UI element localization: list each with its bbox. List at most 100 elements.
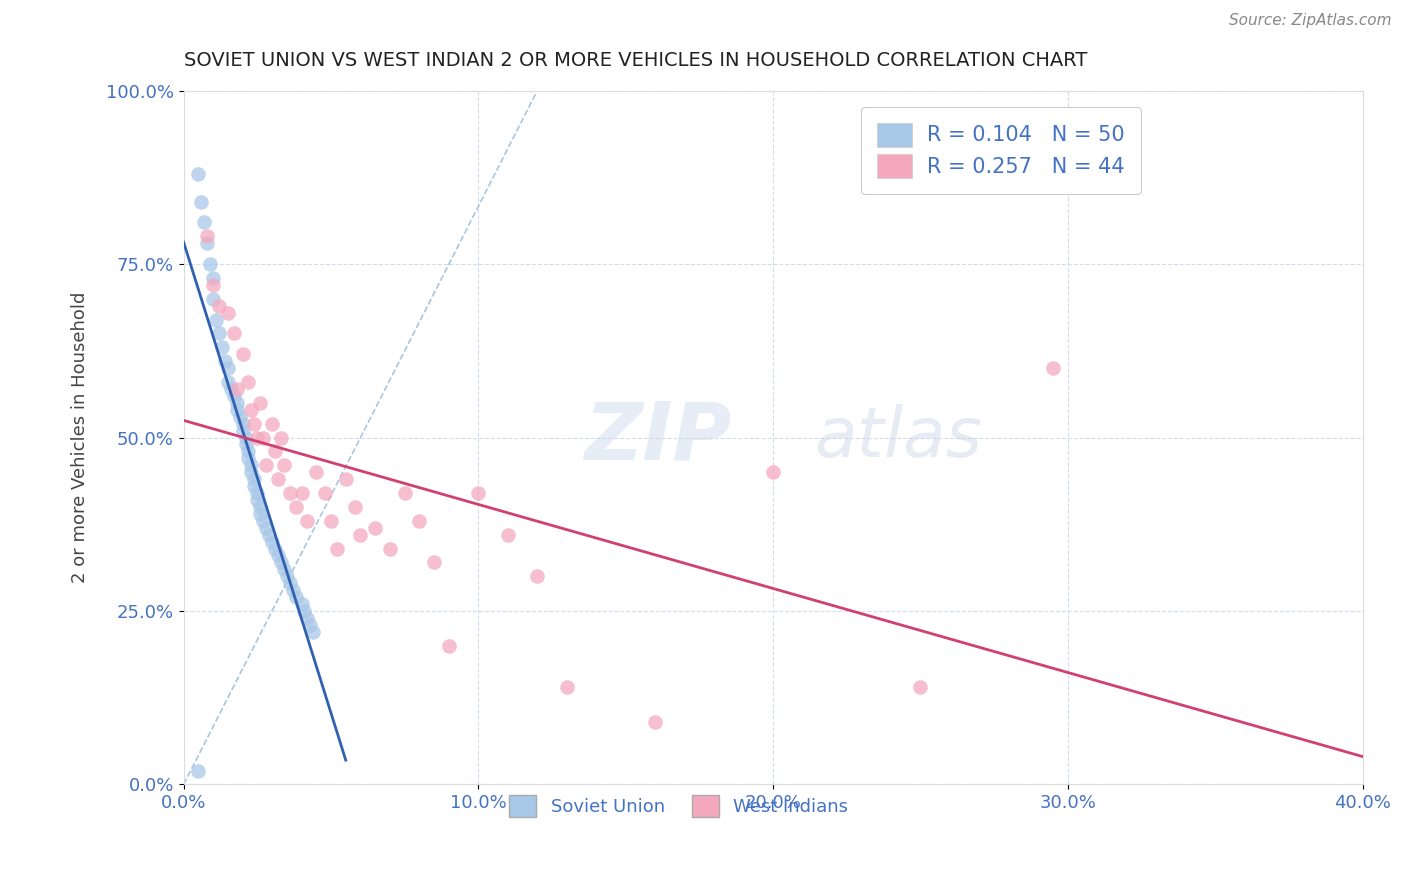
Point <box>202 277 225 292</box>
Point <box>238 451 260 466</box>
Point <box>526 569 548 583</box>
Point <box>190 194 212 209</box>
Point <box>305 465 328 479</box>
Point <box>222 326 245 341</box>
Point <box>319 514 342 528</box>
Point <box>437 639 460 653</box>
Point <box>910 681 932 695</box>
Point <box>211 340 233 354</box>
Point <box>208 299 231 313</box>
Point <box>364 521 387 535</box>
Point <box>257 527 280 541</box>
Point <box>238 375 260 389</box>
Text: SOVIET UNION VS WEST INDIAN 2 OR MORE VEHICLES IN HOUSEHOLD CORRELATION CHART: SOVIET UNION VS WEST INDIAN 2 OR MORE VE… <box>184 51 1087 70</box>
Point <box>260 534 283 549</box>
Point <box>195 229 218 244</box>
Legend: Soviet Union, West Indians: Soviet Union, West Indians <box>502 788 856 824</box>
Point <box>314 486 336 500</box>
Point <box>232 417 254 431</box>
Point <box>467 486 489 500</box>
Point <box>225 382 247 396</box>
Point <box>222 389 245 403</box>
Text: ZIP: ZIP <box>585 399 733 476</box>
Point <box>349 527 371 541</box>
Point <box>267 472 290 486</box>
Point <box>1042 361 1064 376</box>
Point <box>273 562 295 576</box>
Point <box>198 257 221 271</box>
Point <box>249 396 271 410</box>
Point <box>260 417 283 431</box>
Point <box>240 402 263 417</box>
Point <box>217 306 239 320</box>
Point <box>254 521 277 535</box>
Point <box>219 382 242 396</box>
Point <box>193 215 215 229</box>
Point <box>249 500 271 514</box>
Point <box>278 576 301 591</box>
Point <box>202 292 225 306</box>
Y-axis label: 2 or more Vehicles in Household: 2 or more Vehicles in Household <box>72 292 89 583</box>
Point <box>240 458 263 473</box>
Point <box>243 417 266 431</box>
Point <box>187 764 209 778</box>
Point <box>217 361 239 376</box>
Point <box>208 326 231 341</box>
Point <box>243 472 266 486</box>
Text: atlas: atlas <box>814 404 983 471</box>
Point <box>284 590 307 604</box>
Point <box>284 500 307 514</box>
Point <box>408 514 430 528</box>
Point <box>644 714 666 729</box>
Point <box>290 486 312 500</box>
Point <box>299 618 322 632</box>
Point <box>217 375 239 389</box>
Point <box>225 396 247 410</box>
Point <box>297 611 319 625</box>
Point <box>297 514 319 528</box>
Point <box>232 347 254 361</box>
Point <box>264 541 287 556</box>
Point <box>254 458 277 473</box>
Point <box>278 486 301 500</box>
Point <box>240 465 263 479</box>
Point <box>294 604 316 618</box>
Point <box>205 312 228 326</box>
Point <box>270 431 292 445</box>
Point <box>249 507 271 521</box>
Point <box>228 409 250 424</box>
Point <box>232 424 254 438</box>
Point <box>252 431 274 445</box>
Point <box>238 444 260 458</box>
Point <box>187 167 209 181</box>
Point <box>270 556 292 570</box>
Point <box>235 437 257 451</box>
Point <box>273 458 295 473</box>
Point <box>235 431 257 445</box>
Point <box>214 354 236 368</box>
Point <box>290 597 312 611</box>
Point <box>302 624 325 639</box>
Point <box>326 541 349 556</box>
Point <box>246 493 269 508</box>
Point <box>264 444 287 458</box>
Point <box>555 681 578 695</box>
Point <box>195 236 218 251</box>
Point <box>225 402 247 417</box>
Point <box>423 556 446 570</box>
Point <box>281 583 304 598</box>
Point <box>276 569 298 583</box>
Point <box>243 479 266 493</box>
Point <box>246 431 269 445</box>
Point <box>202 271 225 285</box>
Point <box>394 486 416 500</box>
Text: Source: ZipAtlas.com: Source: ZipAtlas.com <box>1229 13 1392 29</box>
Point <box>378 541 401 556</box>
Point <box>246 486 269 500</box>
Point <box>335 472 357 486</box>
Point <box>252 514 274 528</box>
Point <box>343 500 366 514</box>
Point <box>762 465 785 479</box>
Point <box>496 527 519 541</box>
Point <box>267 549 290 563</box>
